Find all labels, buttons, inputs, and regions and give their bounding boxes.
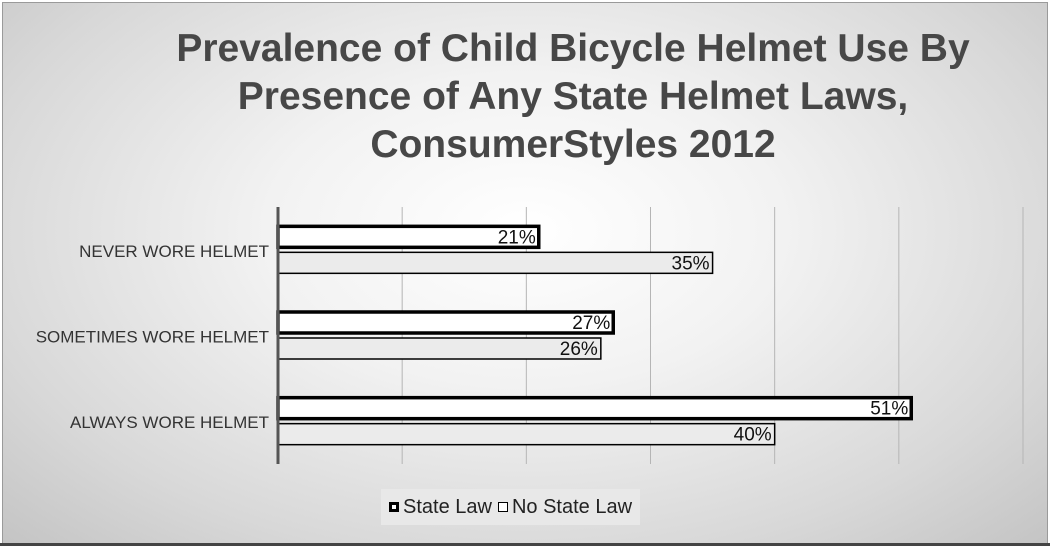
legend-label-state-law: State Law [403, 495, 492, 518]
legend-swatch-state-law [389, 502, 399, 512]
category-label-never-wore-helmet: NEVER WORE HELMET [79, 242, 269, 261]
legend-item-state-law: State Law [389, 496, 492, 519]
data-label-state-law-always-wore-helmet: 51% [870, 399, 908, 420]
bar-no-state-law-never-wore-helmet [277, 251, 714, 275]
data-label-no-state-law-sometimes-wore-helmet: 26% [560, 339, 598, 360]
bottom-rule [0, 543, 1050, 546]
category-label-sometimes-wore-helmet: SOMETIMES WORE HELMET [36, 328, 269, 347]
chart-legend: State Law No State Law [381, 489, 641, 525]
chart-title-line-1: Prevalence of Child Bicycle Helmet Use B… [176, 27, 970, 70]
data-label-no-state-law-never-wore-helmet: 35% [672, 253, 710, 274]
chart-title-line-2: Presence of Any State Helmet Laws, [237, 75, 909, 118]
bar-no-state-law-always-wore-helmet [277, 422, 776, 446]
legend-swatch-no-state-law [497, 502, 508, 512]
data-label-state-law-never-wore-helmet: 21% [498, 227, 536, 248]
data-label-no-state-law-always-wore-helmet: 40% [734, 425, 772, 446]
chart-title-line-3: ConsumerStyles 2012 [370, 123, 776, 166]
bar-no-state-law-sometimes-wore-helmet [277, 337, 602, 360]
bar-state-law-sometimes-wore-helmet [276, 310, 615, 335]
bar-state-law-always-wore-helmet [276, 395, 913, 421]
chart-title: Prevalence of Child Bicycle Helmet Use B… [123, 25, 1023, 169]
data-label-state-law-sometimes-wore-helmet: 27% [572, 313, 610, 334]
legend-item-no-state-law: No State Law [497, 495, 633, 519]
legend-label-no-state-law: No State Law [511, 495, 633, 518]
category-label-always-wore-helmet: ALWAYS WORE HELMET [70, 413, 269, 432]
plot-area: NEVER WORE HELMET 21% 35% SOMETIMES WORE HE… [36, 207, 1024, 464]
